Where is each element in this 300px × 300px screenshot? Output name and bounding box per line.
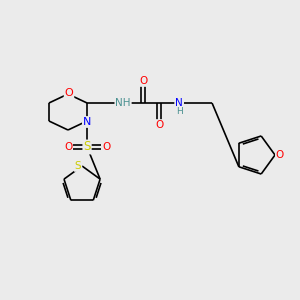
- Text: O: O: [155, 120, 163, 130]
- Text: NH: NH: [115, 98, 131, 108]
- Text: O: O: [64, 88, 74, 98]
- Text: O: O: [64, 142, 72, 152]
- Text: O: O: [139, 76, 147, 86]
- Text: O: O: [276, 150, 284, 160]
- Text: N: N: [175, 98, 183, 108]
- Text: S: S: [83, 140, 91, 154]
- Text: H: H: [176, 107, 182, 116]
- Text: N: N: [83, 117, 91, 127]
- Text: S: S: [75, 161, 81, 171]
- Text: O: O: [102, 142, 110, 152]
